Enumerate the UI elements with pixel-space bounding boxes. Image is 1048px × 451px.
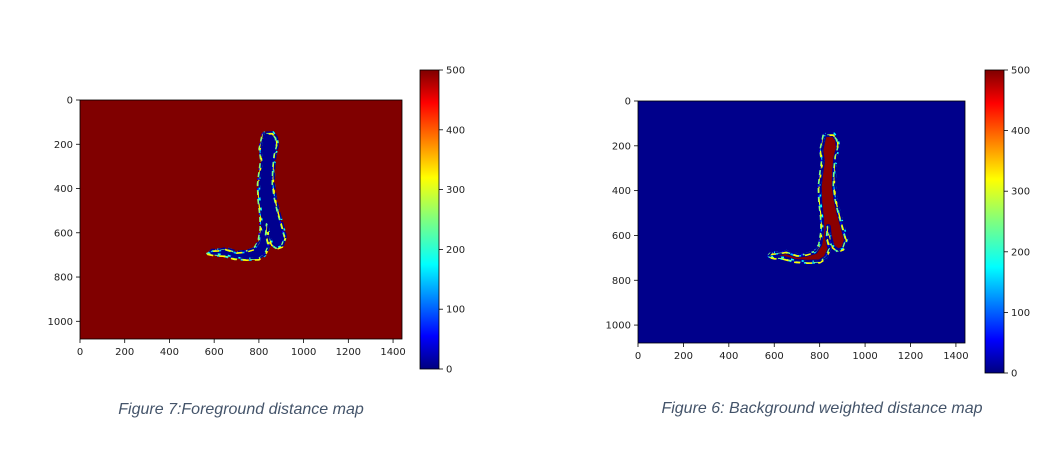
x-tick-label: 600 [205,347,224,358]
y-tick-label: 0 [625,97,631,108]
y-tick-label: 800 [612,276,631,287]
colorbar-tick-label: 500 [1011,66,1030,77]
figure-edge [767,134,848,265]
x-tick-label: 1400 [380,347,405,358]
x-tick-label: 1200 [898,351,923,362]
colorbar: 0 100 200 300 400 500 [984,66,1030,380]
colorbar-tick-label: 0 [1011,369,1017,380]
y-tick-label: 200 [54,140,73,151]
y-tick-label: 1000 [606,321,631,332]
y-tick-label: 800 [54,273,73,284]
x-tick-label: 0 [77,347,83,358]
y-tick-label: 400 [54,184,73,195]
y-tick-label: 400 [612,186,631,197]
y-tick-label: 0 [67,96,73,107]
x-tick-label: 1400 [943,351,968,362]
x-tick-label: 1200 [336,347,361,358]
y-tick-label: 600 [54,228,73,239]
x-tick-label: 200 [115,347,134,358]
figure-edge [766,133,847,264]
x-tick-label: 200 [674,351,693,362]
colorbar-tick-label: 400 [446,125,465,136]
figure-edge [207,132,287,262]
colorbar-tick-label: 100 [1011,308,1030,319]
axes-frame [79,99,403,340]
colorbar-tick-label: 0 [446,365,452,376]
y-tick-label: 1000 [48,317,73,328]
chart-panel-2: 0 200 400 600 800 1000 1200 1400020040060080010… [606,66,1031,418]
axes-frame [637,100,966,344]
colorbar-tick-label: 400 [1011,126,1030,137]
colorbar-tick-label: 500 [446,66,465,77]
heatmap-background [638,101,965,343]
figure-caption: Figure 6: Background weighted distance m… [661,400,982,417]
colorbar-tick-label: 200 [1011,247,1030,258]
colorbar-gradient [419,69,440,370]
x-tick-label: 1000 [291,347,316,358]
x-tick-label: 800 [249,347,268,358]
colorbar-tick-label: 100 [446,305,465,316]
y-tick-label: 200 [612,141,631,152]
colorbar-tick-label: 200 [446,245,465,256]
figure-edge [767,134,848,265]
y-tick-label: 600 [612,231,631,242]
x-tick-label: 1000 [852,351,877,362]
chart-panel-1: 0 200 400 600 800 1000 1200 1400020040060080010… [48,66,466,419]
figure-edge [208,131,288,260]
figure-edge [768,132,849,263]
colorbar-tick-label: 300 [1011,187,1030,198]
colorbar: 0 100 200 300 400 500 [419,66,465,376]
x-tick-label: 400 [719,351,738,362]
colorbar-tick-label: 300 [446,185,465,196]
colorbar-gradient [984,69,1005,374]
x-tick-label: 400 [160,347,179,358]
x-tick-label: 800 [810,351,829,362]
heatmap-background [80,100,402,339]
x-tick-label: 0 [635,351,641,362]
x-tick-label: 600 [765,351,784,362]
figure-caption: Figure 7:Foreground distance map [118,401,364,418]
figure-silhouette [207,132,286,260]
figure-edge [768,132,849,263]
